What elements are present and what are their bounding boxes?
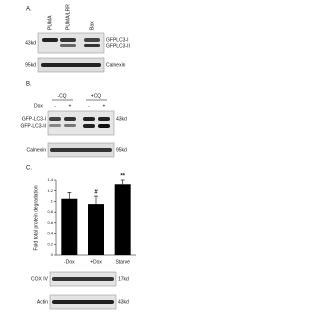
band-label: Calnexin (27, 147, 47, 153)
marker: 43kd (25, 40, 36, 46)
band (98, 117, 110, 121)
lane-sign: - (54, 103, 56, 109)
band (64, 117, 76, 121)
bar (61, 198, 78, 255)
band (41, 63, 101, 67)
marker: 43kd (118, 299, 129, 305)
band-label: Actin (37, 299, 48, 305)
band-label: GFP-LC3-I (22, 116, 46, 122)
band (84, 38, 100, 42)
panel-label: A. (26, 7, 32, 13)
y-tick-label: 0.2 (47, 241, 53, 246)
band (84, 44, 100, 47)
band (50, 148, 112, 152)
y-tick-label: 0.6 (47, 220, 53, 225)
band (52, 277, 114, 281)
annotation: # (94, 190, 98, 196)
band-label: Calnexin (106, 62, 126, 68)
x-tick-label: +Dox (90, 259, 102, 265)
lane-label: Bax (89, 21, 95, 30)
band (52, 300, 114, 304)
y-tick-label: 0.8 (47, 209, 53, 214)
x-tick-label: Starve (115, 259, 130, 265)
blot (47, 110, 115, 136)
lane-sign: + (103, 103, 106, 109)
band (83, 124, 95, 128)
treatment-label: Dox (34, 103, 43, 109)
lane-sign: + (69, 103, 72, 109)
lane-label: PUMA/LRR (65, 4, 71, 30)
band (60, 44, 76, 47)
panel-label: B. (26, 82, 32, 88)
y-tick-label: 0.4 (47, 231, 53, 236)
blot (37, 32, 105, 54)
x-tick-label: -Dox (64, 259, 75, 265)
marker: 17kd (118, 276, 129, 282)
marker: 95kd (116, 147, 127, 153)
figure: A. PUMA PUMA/LRR Bax 43kd 95kd GFPLC3-I … (20, 4, 136, 310)
band-label: GFP-LC3-II (20, 123, 46, 129)
band-label: GFPLC3-I (106, 37, 129, 43)
bar-chart: 0 0.2 0.4 0.6 0.8 1 1.2 1.4 -Dox +Dox Starve # ** (47, 174, 136, 265)
band-label: GFPLC3-II (106, 43, 130, 49)
band-label: COX IV (31, 276, 49, 282)
band (83, 117, 95, 121)
group-label: -CQ (57, 93, 66, 99)
bar (88, 204, 104, 255)
lane-label: PUMA (47, 15, 53, 30)
y-tick-label: 0 (51, 252, 54, 257)
marker: 95kd (25, 62, 36, 68)
y-tick-label: 1.2 (47, 188, 53, 193)
y-tick-label: 1 (51, 198, 54, 203)
annotation: ** (120, 174, 125, 180)
band (98, 124, 110, 128)
band (42, 38, 58, 42)
lane-sign: - (88, 103, 90, 109)
band (60, 38, 76, 42)
bar (114, 184, 131, 255)
y-tick-label: 1.4 (47, 177, 53, 182)
band (64, 124, 76, 127)
marker: 43kd (116, 116, 127, 122)
band (49, 124, 61, 127)
y-axis-label: Fold total protein degradation (33, 185, 39, 250)
panel-label: C. (26, 166, 32, 172)
group-label: +CQ (91, 93, 102, 99)
band (49, 117, 61, 121)
